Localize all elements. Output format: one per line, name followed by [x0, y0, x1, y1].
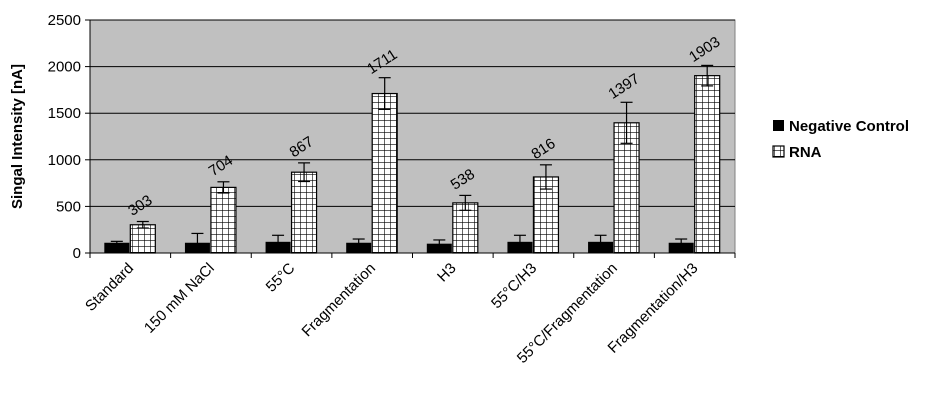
x-axis-ticks: Standard 150 mM NaCl 55°C Fragmentation H3 55… [82, 253, 736, 367]
legend: Negative Control RNA [772, 118, 909, 161]
bar-rna [129, 224, 156, 254]
y-tick-label: 1500 [48, 105, 81, 122]
x-tick-label: Fragmentation/H3 [605, 260, 702, 357]
bar-negative-control [426, 243, 452, 253]
y-tick-label: 2000 [48, 59, 81, 76]
legend-label-rna: RNA [789, 144, 822, 161]
x-tick-label: 55°C [263, 260, 299, 296]
legend-swatch-negative-control [773, 120, 784, 131]
y-tick-label: 2500 [48, 12, 81, 29]
bar-rna [210, 186, 237, 254]
y-tick-label: 0 [73, 245, 81, 262]
bar-rna [290, 171, 318, 254]
bar-negative-control [346, 242, 372, 253]
y-tick-label: 500 [56, 198, 81, 215]
legend-label-negative-control: Negative Control [789, 118, 909, 135]
x-tick-label: 150 mM NaCl [141, 260, 218, 337]
legend-swatch-rna [772, 145, 785, 158]
bar-rna [371, 92, 398, 254]
x-tick-label: 55°C/H3 [488, 260, 540, 312]
y-tick-label: 1000 [48, 152, 81, 169]
bar-rna [694, 75, 721, 254]
bar-negative-control [104, 242, 130, 253]
x-tick-label: Fragmentation [299, 260, 379, 340]
x-tick-label: H3 [434, 260, 460, 286]
x-tick-label: Standard [82, 260, 137, 315]
y-axis-title: Singal Intensity [nA] [9, 64, 26, 209]
bar-negative-control [668, 242, 694, 253]
